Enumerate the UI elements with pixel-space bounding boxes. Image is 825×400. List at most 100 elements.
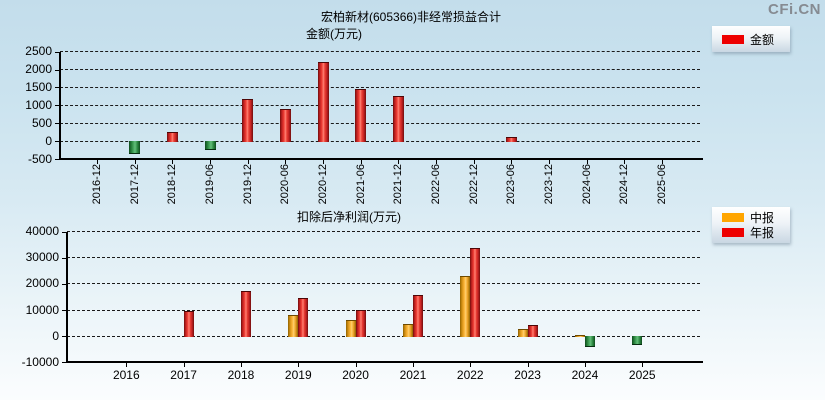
legend-row-annual: 年报 [712, 225, 790, 240]
legend-swatch-annual [722, 228, 744, 237]
y-axis-label: 1500 [25, 79, 52, 94]
y-axis-label: 10000 [25, 302, 59, 317]
x-axis-tick [240, 363, 242, 368]
x-axis-tick [586, 160, 588, 164]
x-axis-line [66, 361, 703, 364]
y-axis-tick [55, 159, 60, 160]
bar-中报-2023 [517, 329, 528, 338]
x-axis-tick [355, 363, 357, 368]
gridline [67, 257, 700, 259]
x-axis-tick [183, 363, 185, 368]
bar-金额-2017-12 [129, 141, 141, 154]
gridline [60, 104, 700, 106]
top-chart-title-line1: 宏柏新材(605366)非经常损益合计 [321, 10, 502, 24]
x-axis-label: 2017 [170, 368, 197, 382]
x-axis-tick [210, 160, 211, 164]
gridline [60, 140, 700, 142]
x-axis-label: 2016 [112, 368, 140, 382]
gridline [60, 69, 700, 71]
cfi-logo: CFi.CN [768, 1, 821, 18]
x-axis-label: 2018 [227, 368, 255, 382]
bar-中报-2020 [345, 320, 356, 338]
top-chart-subtitle: 金额(万元) [306, 27, 362, 41]
y-axis-tick [62, 336, 67, 338]
gridline [60, 86, 700, 88]
x-axis-tick [398, 160, 400, 164]
x-axis-label: 2021 [399, 368, 427, 382]
y-axis-label: 1000 [25, 97, 52, 112]
bar-年报-2024 [584, 336, 595, 347]
y-axis-label: -500 [27, 151, 52, 166]
bar-金额-2021-06 [355, 89, 367, 143]
x-axis-tick [549, 160, 551, 164]
bar-中报-2024 [574, 335, 585, 338]
bar-年报-2018 [240, 291, 251, 338]
x-axis-tick [642, 363, 644, 368]
bar-金额-2021-12 [392, 95, 404, 143]
x-axis-label: 2019 [284, 368, 312, 382]
bar-中报-2021 [402, 323, 413, 338]
bar-年报-2021 [412, 295, 423, 338]
gridline [67, 335, 700, 337]
x-axis-label: 2024 [571, 368, 599, 382]
bar-年报-2019 [298, 297, 309, 338]
x-axis-label: 2025 [628, 368, 656, 382]
x-axis-tick [584, 363, 586, 368]
y-axis-line [66, 231, 68, 363]
bar-年报-2022 [470, 248, 481, 338]
x-axis-tick [473, 160, 475, 164]
x-axis-tick [360, 160, 362, 164]
y-axis-tick [62, 310, 67, 312]
x-axis-tick [527, 363, 529, 368]
x-axis-line [59, 158, 703, 160]
y-axis-tick [55, 69, 60, 71]
legend-row-amount: 金额 [712, 32, 790, 47]
x-axis-tick [126, 363, 128, 368]
legend-swatch-amount [722, 34, 744, 44]
y-axis-tick [55, 105, 60, 107]
y-axis-label: 500 [31, 115, 52, 130]
y-axis-tick [55, 87, 60, 89]
x-axis-tick [285, 160, 287, 164]
y-axis-label: 0 [45, 133, 52, 148]
y-axis-tick [62, 362, 67, 364]
y-axis-tick [62, 231, 67, 233]
bar-金额-2020-12 [317, 62, 329, 143]
x-axis-label: 2022 [456, 368, 484, 382]
legend-swatch-interim [722, 213, 744, 222]
x-axis-tick [323, 160, 325, 164]
bar-年报-2017 [183, 310, 194, 338]
y-axis-tick [62, 283, 67, 285]
gridline [67, 309, 700, 311]
legend-label-annual: 年报 [750, 226, 775, 240]
gridline [67, 231, 700, 233]
x-axis-tick [172, 160, 174, 164]
gridline [60, 122, 700, 124]
y-axis-label: 2000 [25, 62, 52, 77]
bar-金额-2019-06 [204, 141, 216, 150]
legend-label-amount: 金额 [750, 32, 775, 47]
x-axis-tick [134, 160, 136, 164]
bar-中报-2022 [460, 276, 471, 338]
x-axis-tick [511, 160, 513, 164]
y-axis-label: 40000 [25, 224, 59, 239]
x-axis-tick [412, 363, 414, 368]
y-axis-tick [55, 51, 60, 53]
y-axis-label: 2500 [25, 44, 52, 59]
legend-row-interim: 中报 [712, 210, 790, 225]
bar-中报-2019 [288, 315, 299, 338]
y-axis-tick [55, 123, 60, 125]
top-chart-title: 宏柏新材(605366)非经常损益合计 [321, 10, 501, 24]
bar-年报-2020 [355, 309, 366, 338]
y-axis-label: 0 [52, 328, 59, 343]
bar-金额-2020-06 [279, 108, 291, 143]
x-axis-label: 2023 [514, 368, 541, 382]
bar-金额-2019-12 [242, 98, 254, 143]
bottom-chart-legend: 中报 年报 [712, 207, 790, 243]
y-axis-label: -10000 [21, 354, 59, 369]
x-axis-tick [470, 363, 472, 368]
x-axis-tick [662, 160, 664, 164]
bar-金额-2018-12 [166, 131, 178, 143]
